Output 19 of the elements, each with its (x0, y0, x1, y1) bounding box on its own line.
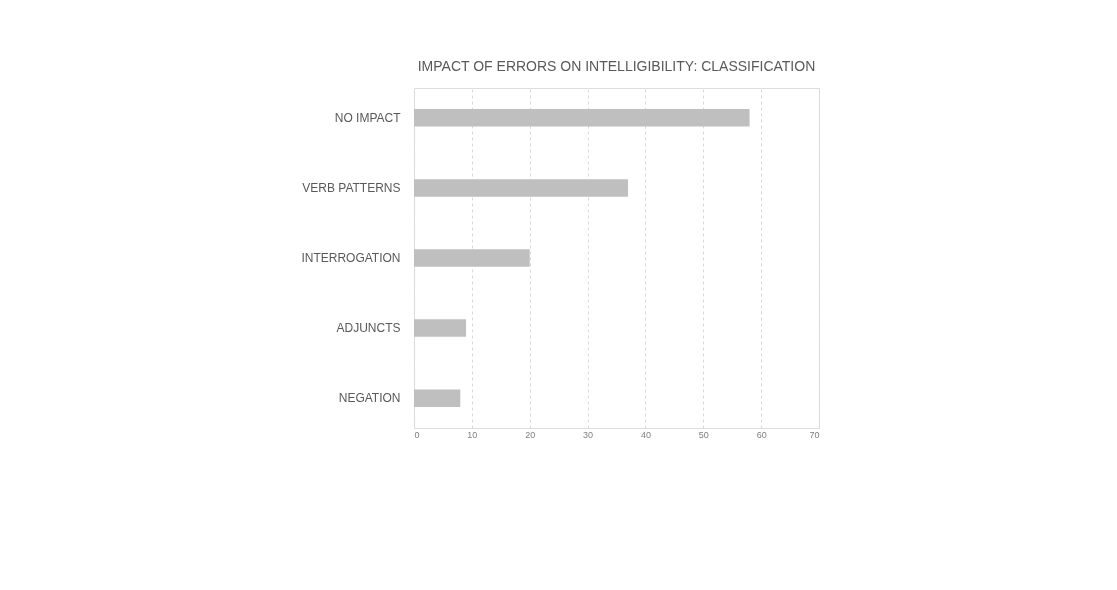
x-tick-label: 20 (525, 429, 536, 440)
chart-title: IMPACT OF ERRORS ON INTELLIGIBILITY: CLASSIFICATION (417, 58, 816, 74)
y-tick-label: ADJUNCTS (336, 321, 401, 336)
y-tick-label: NEGATION (338, 391, 401, 406)
bar (414, 319, 467, 337)
y-tick-label: NO IMPACT (334, 110, 402, 125)
x-tick-label: 50 (698, 429, 709, 440)
x-tick-label: 30 (583, 429, 594, 440)
x-tick-label: 0 (414, 429, 420, 440)
bar (414, 179, 629, 197)
x-tick-label: 40 (640, 429, 651, 440)
y-tick-label: VERB PATTERNS (302, 180, 401, 195)
x-tick-label: 10 (467, 429, 478, 440)
x-tick-label: 70 (809, 429, 820, 440)
y-tick-label: INTERROGATION (301, 251, 401, 265)
bar (414, 109, 750, 127)
bar (414, 389, 461, 407)
x-tick-label: 60 (756, 429, 767, 440)
bar (414, 249, 530, 267)
